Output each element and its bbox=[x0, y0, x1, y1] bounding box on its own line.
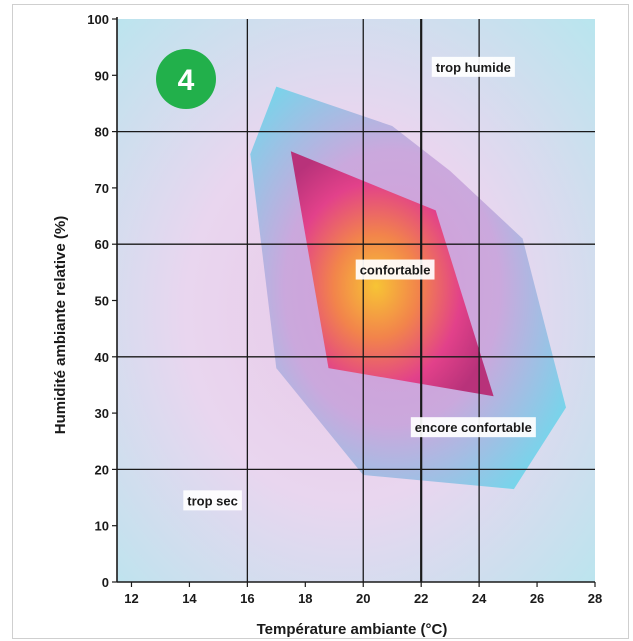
annotation-text: trop sec bbox=[187, 493, 238, 508]
badge-number: 4 bbox=[178, 64, 195, 97]
annotation-box bbox=[431, 56, 515, 77]
y-tick-label: 30 bbox=[95, 406, 109, 421]
x-tick-label: 18 bbox=[298, 591, 312, 606]
y-tick-label: 100 bbox=[87, 12, 109, 27]
step-badge: 4 bbox=[156, 49, 216, 109]
y-tick-label: 20 bbox=[95, 462, 109, 477]
annotation-text: trop humide bbox=[436, 60, 511, 75]
x-tick-label: 28 bbox=[588, 591, 602, 606]
x-tick-label: 24 bbox=[472, 591, 487, 606]
y-tick-label: 40 bbox=[95, 350, 109, 365]
annotation-trop-humide: trop humide bbox=[431, 56, 515, 77]
annotation-box bbox=[355, 259, 435, 280]
y-tick-label: 80 bbox=[95, 125, 109, 140]
x-tick-label: 22 bbox=[414, 591, 428, 606]
chart-frame bbox=[12, 4, 629, 639]
y-tick-label: 90 bbox=[95, 68, 109, 83]
annotation-encore-confortable: encore confortable bbox=[410, 417, 536, 438]
annotation-text: encore confortable bbox=[415, 420, 532, 435]
x-tick-label: 16 bbox=[240, 591, 254, 606]
annotation-box bbox=[410, 417, 536, 438]
y-axis-title: Humidité ambiante relative (%) bbox=[52, 216, 69, 434]
annotation-text: confortable bbox=[360, 263, 431, 278]
annotation-confortable: confortable bbox=[355, 259, 435, 280]
annotation-box bbox=[183, 490, 242, 511]
y-tick-label: 60 bbox=[95, 237, 109, 252]
badge-circle bbox=[156, 49, 216, 109]
y-tick-label: 70 bbox=[95, 181, 109, 196]
x-tick-label: 20 bbox=[356, 591, 370, 606]
y-tick-label: 50 bbox=[95, 294, 109, 309]
x-tick-label: 26 bbox=[530, 591, 544, 606]
x-tick-label: 14 bbox=[182, 591, 197, 606]
y-tick-label: 10 bbox=[95, 519, 109, 534]
annotation-trop-sec: trop sec bbox=[183, 490, 242, 511]
x-axis-title: Température ambiante (°C) bbox=[257, 621, 448, 638]
x-tick-label: 12 bbox=[124, 591, 138, 606]
y-tick-label: 0 bbox=[102, 575, 109, 590]
